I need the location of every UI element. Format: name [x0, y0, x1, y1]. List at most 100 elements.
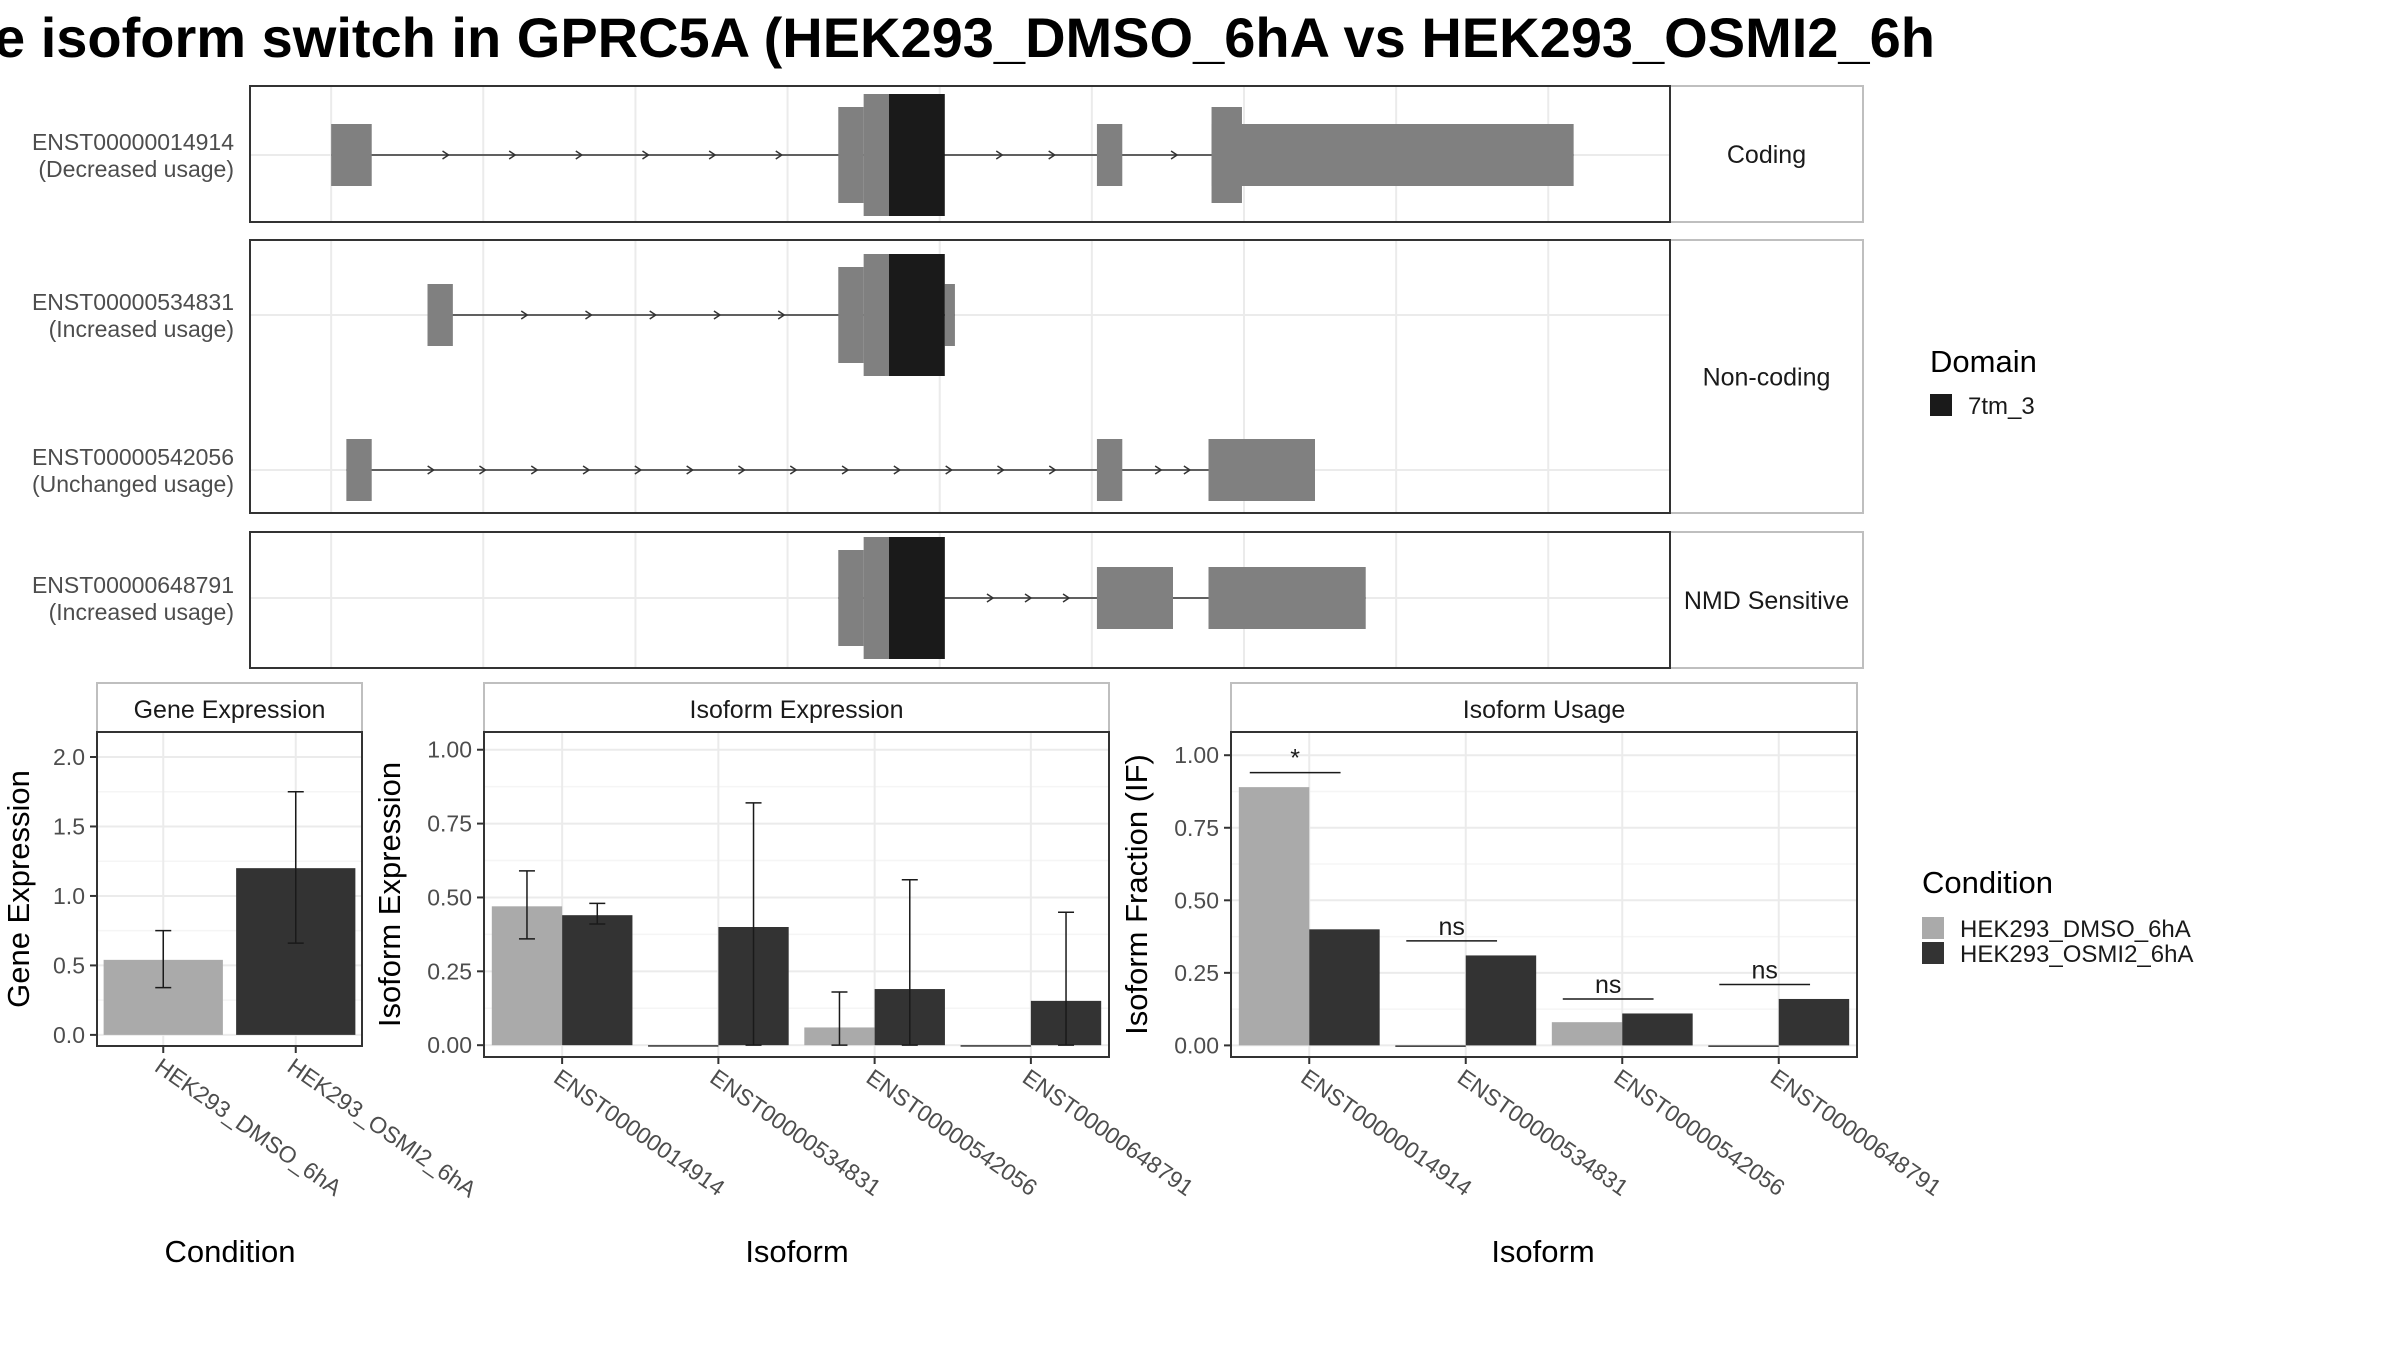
- intron-arrow: [713, 310, 722, 320]
- intron-arrow: [530, 465, 539, 475]
- panel-border: [1230, 731, 1858, 1058]
- intron-arrow: [1048, 465, 1057, 475]
- exon-block: [863, 537, 889, 659]
- y-tick-label: 0.75: [1174, 815, 1219, 841]
- facet-strip: [483, 682, 1110, 733]
- bar-panel: Isoform Expression 0.00 0.25 0.50 0.75 1.00 EN…: [372, 682, 1198, 1269]
- y-tick-label: 1.5: [53, 813, 85, 839]
- facet-strip: [1669, 85, 1864, 223]
- facet-strip: [1669, 531, 1864, 669]
- x-tick-label: ENST00000542056: [862, 1064, 1042, 1201]
- isoform-id-label: ENST00000014914: [32, 129, 234, 155]
- bar: [1622, 1013, 1693, 1046]
- intron-arrow: [1062, 593, 1071, 603]
- figure-title: e isoform switch in GPRC5A (HEK293_DMSO_…: [0, 6, 1935, 69]
- y-axis-title: Isoform Expression: [372, 762, 407, 1027]
- domain-legend-title: Domain: [1930, 344, 2037, 379]
- exon-block: [427, 284, 453, 346]
- x-axis-title: Isoform: [1491, 1234, 1594, 1269]
- intron-arrow: [642, 150, 650, 160]
- y-tick-label: 0.50: [1174, 887, 1219, 913]
- y-tick-label: 0.00: [1174, 1032, 1219, 1058]
- exon-block: [1208, 567, 1366, 629]
- intron-arrow: [427, 465, 436, 475]
- x-tick-label: ENST00000014914: [1296, 1064, 1477, 1201]
- significance-label: ns: [1595, 971, 1621, 999]
- significance-label: ns: [1751, 956, 1777, 984]
- exon-block: [1208, 439, 1315, 501]
- intron-arrow: [1024, 593, 1033, 603]
- intron-arrow: [585, 310, 593, 320]
- intron-arrow: [986, 593, 995, 603]
- intron-arrow: [479, 465, 487, 475]
- y-tick-label: 2.0: [53, 744, 85, 770]
- x-axis-title: Isoform: [745, 1234, 848, 1269]
- y-tick-label: 0.50: [427, 884, 472, 910]
- x-axis-title: Condition: [165, 1234, 296, 1269]
- x-tick-label: ENST00000534831: [706, 1064, 886, 1201]
- bar: [960, 1045, 1031, 1047]
- significance-label: *: [1290, 745, 1300, 773]
- isoform-id-label: ENST00000542056: [32, 444, 234, 470]
- domain-legend-swatch: [1930, 394, 1952, 416]
- structure-panel-border: [249, 85, 1671, 223]
- domain-7tm_3: [889, 254, 945, 376]
- domain-legend-label: 7tm_3: [1968, 393, 2035, 420]
- exon-block: [944, 284, 955, 346]
- intron-arrow: [789, 465, 798, 475]
- intron-arrow: [1154, 465, 1163, 475]
- exon-block: [838, 107, 864, 203]
- intron-arrow: [995, 150, 1004, 160]
- y-tick-label: 0.75: [427, 811, 472, 837]
- y-tick-label: 0.25: [427, 958, 472, 984]
- bar-chart-panels: Gene Expression0.00.51.01.52.0HEK293_DMS…: [1, 682, 1946, 1269]
- structure-panel-border: [249, 531, 1671, 669]
- exon-block: [1096, 439, 1123, 501]
- exon-block: [838, 267, 864, 363]
- condition-legend-label: HEK293_DMSO_6hA: [1960, 916, 2191, 943]
- condition-legend-swatch: [1922, 942, 1944, 964]
- isoform-id-label: ENST00000648791: [32, 572, 234, 598]
- exon-block: [331, 124, 372, 186]
- panel-title: Isoform Expression: [690, 696, 904, 724]
- x-tick-label: ENST00000542056: [1609, 1064, 1789, 1201]
- y-tick-label: 1.00: [427, 737, 472, 763]
- isoform-id-label: ENST00000534831: [32, 289, 234, 315]
- intron-arrow: [1183, 465, 1192, 475]
- intron-arrow: [1048, 150, 1057, 160]
- intron-arrow: [575, 150, 584, 160]
- x-tick-label: ENST00000648791: [1766, 1064, 1946, 1201]
- panel-border: [96, 731, 363, 1047]
- transcript-structure-panels: Coding ENST00000014914(Decreased usage) No…: [32, 85, 1864, 669]
- y-tick-label: 0.25: [1174, 960, 1219, 986]
- y-tick-label: 0.00: [427, 1032, 472, 1058]
- bar: [1778, 998, 1850, 1046]
- bar: [1551, 1022, 1623, 1046]
- intron-arrow: [582, 465, 591, 475]
- intron-arrow: [1170, 150, 1179, 160]
- facet-strip-label: Coding: [1727, 141, 1806, 169]
- panel-title: Isoform Usage: [1463, 696, 1626, 724]
- x-tick-label: ENST00000534831: [1453, 1064, 1633, 1201]
- intron-arrow: [841, 465, 850, 475]
- domain-legend: Domain 7tm_3: [1930, 344, 2037, 420]
- facet-strip: [1669, 239, 1864, 514]
- intron-arrow: [649, 310, 658, 320]
- x-tick-label: ENST00000648791: [1018, 1064, 1198, 1201]
- intron-arrow: [893, 465, 902, 475]
- x-tick-label: ENST00000014914: [549, 1064, 730, 1201]
- intron-arrow: [442, 150, 450, 160]
- facet-strip-label: NMD Sensitive: [1684, 587, 1849, 615]
- intron-arrow: [708, 150, 717, 160]
- intron-arrow: [945, 465, 954, 475]
- bar: [1309, 929, 1380, 1046]
- intron-arrow: [520, 310, 529, 320]
- bar: [1708, 1045, 1779, 1047]
- bar: [562, 915, 633, 1046]
- intron-arrow: [634, 465, 643, 475]
- y-tick-label: 0.5: [53, 952, 85, 978]
- intron-arrow: [686, 465, 695, 475]
- bar: [1395, 1045, 1466, 1047]
- y-tick-label: 0.0: [53, 1022, 85, 1048]
